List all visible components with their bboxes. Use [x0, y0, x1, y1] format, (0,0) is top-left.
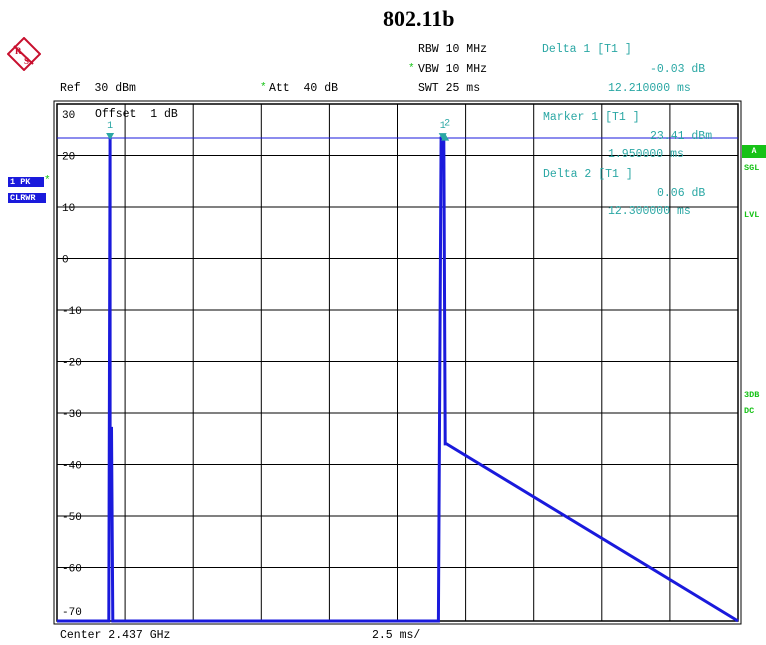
y-tick-label: 30 [62, 110, 75, 122]
marker-1-icon [106, 132, 115, 140]
dc-label: DC [744, 406, 755, 416]
delta1-time: 12.210000 ms [608, 82, 691, 95]
y-tick-label: -10 [62, 306, 82, 318]
delta2-title: Delta 2 [T1 ] [543, 168, 633, 181]
trace-star: * [44, 175, 51, 187]
a-badge: A [742, 145, 766, 158]
y-tick-label: -20 [62, 358, 82, 370]
trace-layer [57, 136, 739, 623]
trace-series [57, 136, 739, 623]
marker1-title: Marker 1 [T1 ] [543, 111, 640, 124]
lvl-label: LVL [744, 210, 760, 220]
ref-level: Ref 30 dBm [60, 82, 136, 95]
sweep-time: SWT 25 ms [418, 82, 481, 95]
y-tick-label: -40 [62, 461, 82, 473]
att-star: * [260, 82, 267, 94]
attenuation: Att 40 dB [269, 82, 339, 95]
y-tick-label: -30 [62, 409, 82, 421]
vbw: VBW 10 MHz [418, 63, 488, 76]
sgl-label: SGL [744, 163, 760, 173]
delta1-title: Delta 1 [T1 ] [542, 43, 632, 56]
y-tick-label: -70 [62, 607, 82, 619]
trace-mode-badge: CLRWR [8, 193, 46, 203]
plot-outer-frame [53, 100, 742, 625]
y-tick-label: 10 [62, 203, 75, 215]
y-tick-label: 0 [62, 255, 69, 267]
svg-text:S: S [24, 56, 29, 66]
y-tick-label: -60 [62, 564, 82, 576]
3db-label: 3DB [744, 390, 760, 400]
rohde-schwarz-logo-icon: R S [7, 37, 41, 71]
delta1-value: -0.03 dB [650, 63, 706, 76]
rbw: RBW 10 MHz [418, 43, 488, 56]
vbw-star: * [408, 63, 415, 75]
marker-label: 2 [444, 119, 450, 130]
y-tick-labels: 30 20 10 0 -10 -20 -30 -40 -50 -60 -70 [62, 110, 82, 619]
y-tick-label: -50 [62, 512, 82, 524]
delta2-value: 0.06 dB [657, 187, 706, 200]
svg-text:R: R [15, 46, 22, 56]
delta2-time: 12.300000 ms [608, 205, 691, 218]
chart-title: 802.11b [383, 6, 455, 31]
offset-label: Offset 1 dB [95, 108, 178, 121]
grid [53, 100, 742, 625]
marker1-value: 23.41 dBm [650, 130, 713, 143]
y-tick-label: 20 [62, 152, 75, 164]
marker1-time: 1.950000 ms [608, 148, 684, 161]
center-frequency: Center 2.437 GHz [60, 629, 171, 642]
marker-label: 1 [107, 121, 113, 132]
marker-layer: 1 12 [106, 119, 450, 141]
marker-2-icon [441, 133, 450, 141]
trace-badge: 1 PK [8, 177, 44, 187]
marker-label: 1 [440, 121, 446, 132]
time-per-division: 2.5 ms/ [372, 629, 421, 642]
